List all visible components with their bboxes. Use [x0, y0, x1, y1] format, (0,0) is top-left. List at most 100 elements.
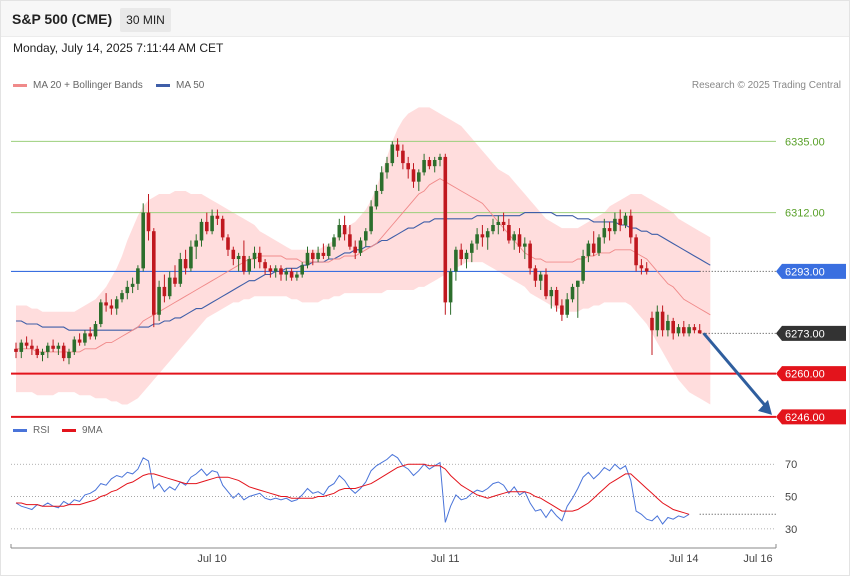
candle — [40, 348, 45, 362]
candle — [549, 286, 554, 309]
candle-body — [379, 172, 384, 191]
candle-body — [406, 163, 410, 170]
timeframe-button[interactable]: 30 MIN — [120, 8, 171, 32]
level-tag — [776, 325, 846, 341]
candle-body — [512, 234, 516, 241]
candle — [295, 271, 299, 281]
candle-body — [273, 268, 278, 272]
candle — [692, 324, 697, 334]
candle-body — [258, 252, 262, 263]
candle — [422, 153, 426, 176]
candles — [14, 138, 702, 365]
candle — [300, 262, 304, 278]
legend-ma50: MA 50 — [156, 80, 204, 91]
candle-body — [697, 330, 702, 334]
candle-body — [491, 225, 495, 232]
rsi-tick-label: 30 — [785, 524, 797, 536]
candle-body — [470, 243, 474, 253]
candle — [30, 339, 34, 355]
candle-body — [655, 311, 660, 331]
candle — [687, 324, 691, 337]
candle — [602, 218, 607, 244]
candle — [14, 342, 18, 359]
candle — [284, 268, 289, 281]
candle-body — [374, 190, 379, 207]
candle-body — [560, 305, 564, 315]
candle-body — [618, 218, 622, 225]
candle-body — [581, 255, 585, 281]
candle — [305, 246, 310, 269]
candle — [395, 138, 400, 157]
candle — [167, 271, 172, 300]
candle — [369, 200, 373, 235]
9ma-label: 9MA — [82, 425, 103, 436]
candle — [279, 265, 283, 281]
candle — [199, 218, 204, 247]
candle — [125, 280, 130, 300]
arrow-head — [758, 399, 772, 415]
ma20-label: MA 20 + Bollinger Bands — [33, 80, 143, 91]
candle — [252, 246, 257, 269]
candle-body — [342, 225, 347, 235]
ma20-swatch — [13, 84, 27, 87]
candle-body — [279, 268, 283, 275]
candle-body — [46, 345, 50, 352]
header-bar: S&P 500 (CME) 30 MIN — [1, 1, 849, 37]
candle — [475, 228, 479, 250]
candle — [51, 339, 55, 352]
candle-body — [364, 231, 368, 241]
price-level-6260-00: 6260.00 — [11, 366, 846, 382]
candle-body — [289, 271, 294, 278]
candle-body — [24, 342, 29, 346]
candle-body — [120, 293, 124, 300]
candle — [538, 271, 543, 290]
candle — [417, 169, 421, 191]
candle-body — [252, 252, 257, 260]
legend-ma20: MA 20 + Bollinger Bands — [13, 80, 143, 91]
price-level-6293-00: 6293.00 — [11, 263, 846, 279]
candle-body — [114, 299, 119, 309]
candle-body — [650, 317, 654, 331]
candle-body — [348, 234, 352, 247]
arrow-shaft — [702, 332, 770, 410]
candle — [581, 249, 585, 284]
candle-body — [321, 252, 326, 256]
candle — [427, 156, 432, 170]
candle-body — [485, 231, 490, 238]
candle — [459, 243, 463, 266]
candle — [72, 336, 77, 355]
candle-body — [83, 333, 87, 343]
9ma-swatch — [62, 429, 76, 432]
legend-rsi: RSI — [13, 425, 50, 436]
candle — [311, 249, 315, 266]
candle — [607, 221, 612, 241]
bollinger-band — [16, 107, 711, 405]
candle — [215, 209, 220, 225]
candle — [533, 265, 538, 287]
x-tick-label: Jul 10 — [197, 553, 226, 565]
candle-body — [660, 311, 665, 331]
candle-body — [104, 302, 108, 306]
candle-body — [242, 255, 246, 272]
candle — [544, 268, 548, 300]
candle-body — [385, 163, 389, 173]
candle-body — [676, 327, 681, 334]
candle-body — [326, 246, 331, 256]
candle-body — [210, 215, 214, 232]
candle — [236, 252, 241, 272]
candle-body — [194, 240, 198, 247]
candle-body — [295, 274, 299, 278]
candle-body — [146, 212, 151, 232]
candle — [231, 246, 236, 266]
candle-body — [607, 228, 612, 232]
level-tag — [776, 409, 846, 425]
candle-body — [332, 237, 336, 247]
candle-body — [14, 348, 18, 352]
instrument-title: S&P 500 (CME) — [12, 11, 113, 27]
candle — [183, 249, 188, 275]
rsi-line — [15, 453, 690, 525]
candle — [83, 330, 87, 346]
candle-body — [72, 339, 77, 352]
candle-body — [523, 243, 527, 247]
